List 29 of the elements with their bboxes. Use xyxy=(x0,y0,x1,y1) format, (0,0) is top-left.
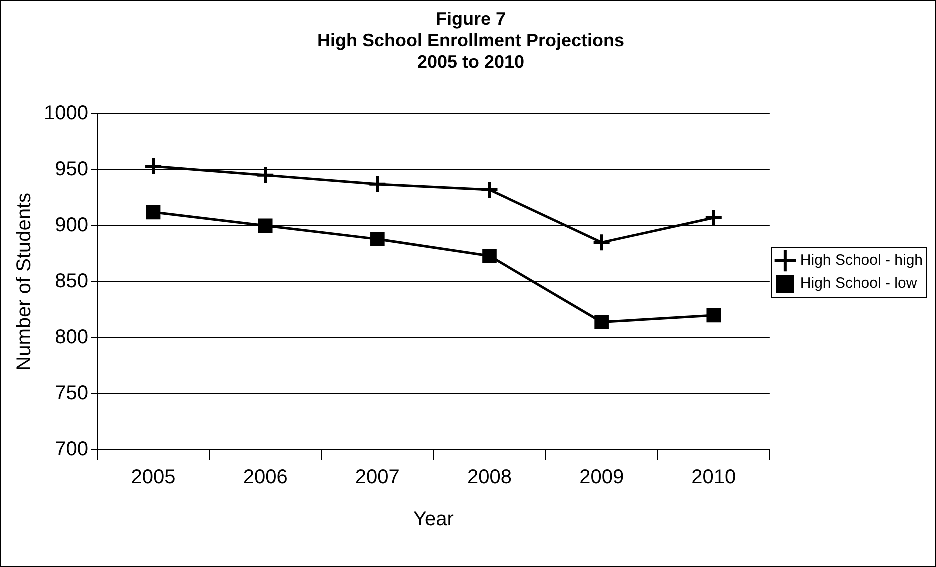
legend-label: High School - low xyxy=(800,275,918,292)
y-axis-title: Number of Students xyxy=(14,192,36,371)
x-tick-label: 2006 xyxy=(243,466,288,489)
x-tick-label: 2005 xyxy=(131,466,176,489)
point xyxy=(258,218,273,234)
point xyxy=(370,232,385,246)
x-tick-label: 2009 xyxy=(580,466,624,489)
y-tick-label: 800 xyxy=(55,326,88,348)
point xyxy=(594,315,609,330)
point xyxy=(482,248,497,264)
point xyxy=(146,205,161,220)
y-tick-label: 700 xyxy=(55,438,88,461)
chart-title: Figure 7 High School Enrollment Projections 2005 to 2010 xyxy=(317,8,625,72)
y-tick-label: 850 xyxy=(55,270,88,292)
y-tick-label: 900 xyxy=(55,214,88,236)
x-tick-label: 2010 xyxy=(692,466,736,489)
point xyxy=(368,174,388,194)
y-tick-label: 750 xyxy=(55,382,88,404)
point xyxy=(592,233,612,252)
y-tick-label: 1000 xyxy=(44,102,88,124)
legend-label: High School - high xyxy=(800,252,924,270)
y-tick-label: 950 xyxy=(55,158,88,180)
x-tick-label: 2008 xyxy=(467,466,512,489)
point xyxy=(706,308,722,323)
x-tick-label: 2007 xyxy=(355,466,400,489)
point xyxy=(256,166,276,185)
point xyxy=(480,180,500,200)
x-axis-title: Year xyxy=(414,508,454,531)
point xyxy=(144,156,164,176)
